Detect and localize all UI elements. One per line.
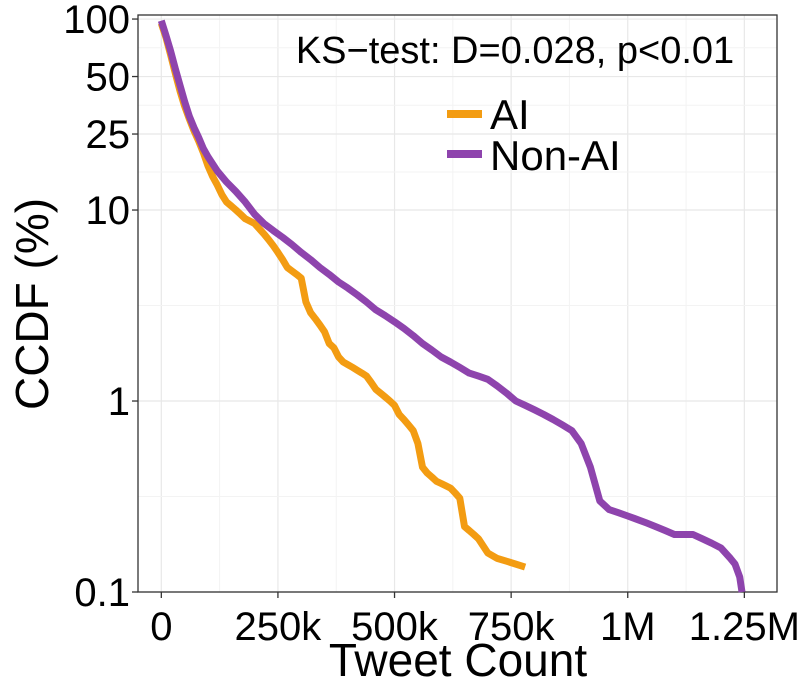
series-ai-line xyxy=(157,22,527,571)
y-axis-title: CCDF (%) xyxy=(6,198,58,410)
y-tick-label: 50 xyxy=(86,56,131,100)
y-tick-label: 0.1 xyxy=(74,571,130,615)
x-tick-label: 250k xyxy=(235,605,323,649)
x-tick-label: 500k xyxy=(351,605,439,649)
plot-border xyxy=(137,14,778,593)
y-tick-label: 100 xyxy=(63,0,130,42)
y-tick-label: 10 xyxy=(86,189,131,233)
legend-nonai-label: Non-AI xyxy=(490,132,621,179)
x-axis-title: Tweet Count xyxy=(329,634,587,686)
y-axis-ticks: 100 50 25 10 1 0.1 xyxy=(63,0,138,615)
x-tick-label: 0 xyxy=(150,605,172,649)
series-layer xyxy=(157,19,746,593)
y-tick-label: 25 xyxy=(86,113,131,157)
x-tick-label: 1M xyxy=(600,605,656,649)
x-tick-label: 1.25M xyxy=(689,605,797,649)
legend: AI Non-AI xyxy=(447,91,621,179)
y-tick-label: 1 xyxy=(108,380,130,424)
x-tick-label: 750k xyxy=(468,605,556,649)
ks-test-annotation: KS−test: D=0.028, p<0.01 xyxy=(296,30,734,72)
x-axis-ticks: 0 250k 500k 750k 1M 1.25M xyxy=(150,592,797,649)
legend-ai-label: AI xyxy=(490,91,530,138)
series-non-ai-line xyxy=(157,19,746,593)
